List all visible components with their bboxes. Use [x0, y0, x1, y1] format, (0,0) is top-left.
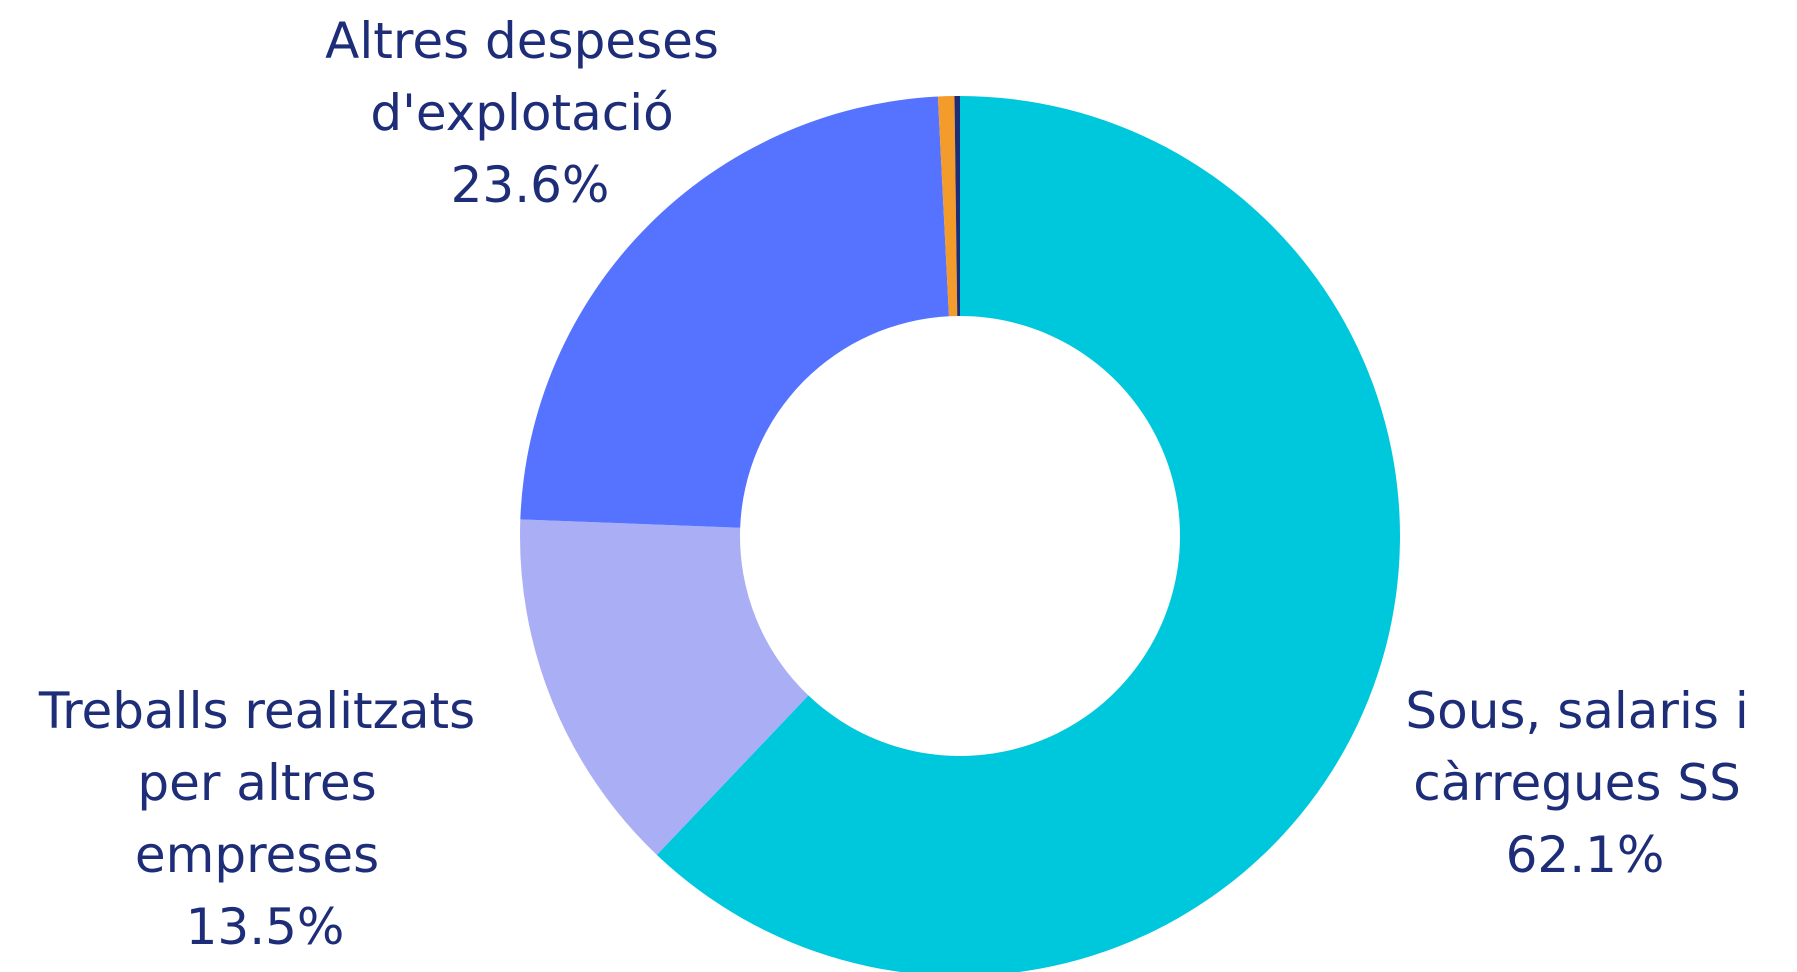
slice-other-tiny	[954, 96, 960, 317]
slice-treballs-realitzats	[519, 519, 809, 855]
donut-slices	[519, 96, 1400, 972]
value-label-altres: 23.6%	[451, 156, 610, 214]
slice-other-small	[937, 96, 958, 317]
label-altres-line-2: d'explotació	[370, 84, 673, 142]
label-treballs-line-3: empreses	[135, 826, 379, 884]
slice-altres-despeses	[520, 96, 949, 528]
label-treballs-realitzats: Treballs realitzats per altres empreses …	[38, 682, 491, 956]
value-label-treballs: 13.5%	[186, 898, 345, 956]
label-sous-salaris: Sous, salaris i càrregues SS 62.1%	[1405, 682, 1764, 884]
slice-sous-salaris	[656, 96, 1400, 972]
label-treballs-line-1: Treballs realitzats	[38, 682, 475, 740]
label-altres-line-1: Altres despeses	[325, 12, 719, 70]
label-altres-despeses: Altres despeses d'explotació 23.6%	[325, 12, 735, 214]
label-sous-line-1: Sous, salaris i	[1405, 682, 1748, 740]
value-label-sous: 62.1%	[1506, 826, 1665, 884]
label-sous-line-2: càrregues SS	[1413, 754, 1741, 812]
label-treballs-line-2: per altres	[137, 754, 376, 812]
